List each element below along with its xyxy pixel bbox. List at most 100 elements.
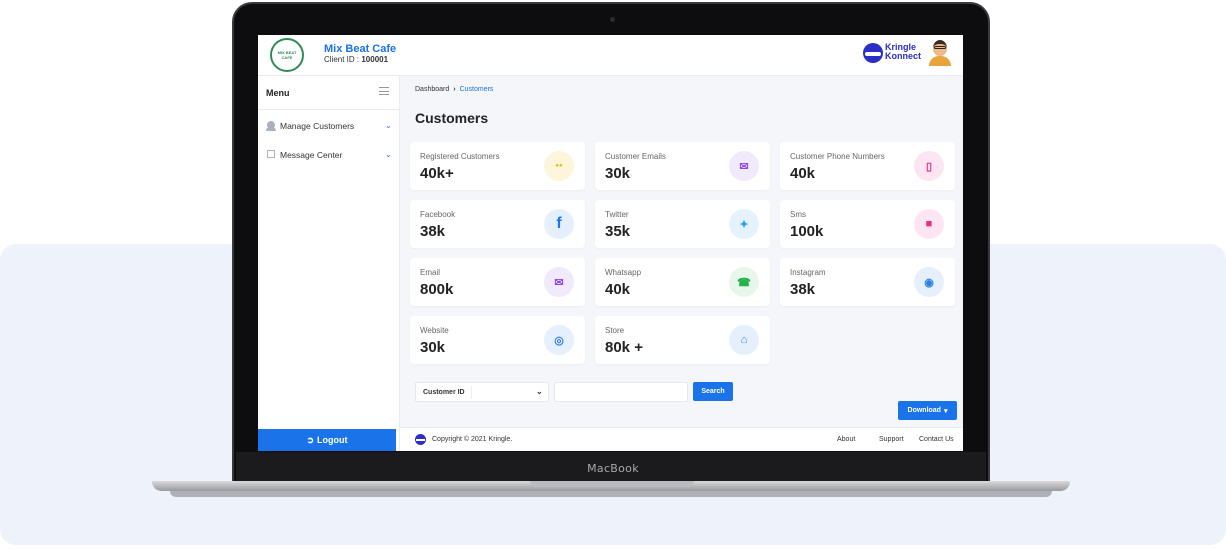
footer-link-support[interactable]: Support (879, 436, 904, 443)
stat-card-whatsapp[interactable]: Whatsapp 40k ☎ (595, 258, 770, 306)
footer-link-about[interactable]: About (837, 436, 856, 443)
footer: Copyright © 2021 Kringle. About Support … (400, 427, 963, 451)
stat-card-value: 38k (420, 223, 446, 240)
message-icon (267, 150, 275, 158)
kringle-konnect-logo-icon (863, 43, 883, 63)
avatar-body (929, 56, 951, 66)
sidebar-item-message-center[interactable]: Message Center ⌄ (258, 143, 400, 167)
stat-card-facebook[interactable]: Facebook 38k f (410, 200, 585, 248)
footer-logo-icon (415, 434, 426, 445)
top-bar: MIX BEAT CAFE Mix Beat Cafe Client ID : … (258, 35, 963, 76)
laptop-bezel (236, 452, 986, 482)
sidebar-item-label: Message Center (280, 150, 343, 160)
mail-icon: ✉ (729, 151, 759, 181)
client-id: Client ID : 100001 (324, 55, 388, 64)
stat-card-email[interactable]: Email 800k ✉ (410, 258, 585, 306)
breadcrumb-chevron-icon: › (453, 86, 456, 93)
kringle-konnect-logo-text: Kringle Konnect (885, 43, 921, 61)
sms-icon: ■ (914, 209, 944, 239)
users-icon: ●● (544, 151, 574, 181)
download-button[interactable]: Download ▾ (898, 401, 957, 420)
client-id-value: 100001 (361, 55, 389, 64)
stat-card-label: Sms (790, 210, 806, 219)
stat-card-label: Registered Customers (420, 152, 500, 161)
logout-icon: ➲ (306, 434, 315, 445)
twitter-icon: ✦ (729, 209, 759, 239)
stat-card-label: Customer Emails (605, 152, 666, 161)
stat-card-registered-customers[interactable]: Registered Customers 40k+ ●● (410, 142, 585, 190)
stat-card-store[interactable]: Store 80k + ⌂ (595, 316, 770, 364)
stat-card-twitter[interactable]: Twitter 35k ✦ (595, 200, 770, 248)
cafe-logo-line-1: MIX BEAT (277, 50, 297, 55)
menu-title: Menu (266, 88, 290, 98)
stat-card-label: Twitter (605, 210, 629, 219)
stat-card-value: 80k + (605, 339, 643, 356)
filter-select-value: Customer ID (423, 389, 465, 396)
stat-card-sms[interactable]: Sms 100k ■ (780, 200, 955, 248)
stat-card-value: 40k+ (420, 165, 454, 182)
stat-card-value: 100k (790, 223, 824, 240)
stat-card-value: 38k (790, 281, 816, 298)
stat-card-website[interactable]: Website 30k ◎ (410, 316, 585, 364)
main-content: Dashboard › Customers Customers Registered… (400, 76, 963, 451)
cafe-logo[interactable]: MIX BEAT CAFE (270, 38, 304, 72)
logout-button[interactable]: ➲ Logout (258, 429, 396, 451)
whatsapp-icon: ☎ (729, 267, 759, 297)
chevron-down-icon: ⌄ (385, 121, 392, 130)
page-title: Customers (415, 110, 489, 126)
user-avatar[interactable] (928, 40, 952, 66)
stat-card-customer-phone-numbers[interactable]: Customer Phone Numbers 40k ▯ (780, 142, 955, 190)
select-divider (471, 386, 472, 399)
logout-label: Logout (317, 435, 348, 445)
footer-link-contact[interactable]: Contact Us (919, 436, 954, 443)
stat-card-label: Whatsapp (605, 268, 642, 277)
stat-card-instagram[interactable]: Instagram 38k ◉ (780, 258, 955, 306)
stat-card-value: 800k (420, 281, 454, 298)
download-label: Download (907, 407, 941, 414)
app-screen: MIX BEAT CAFE Mix Beat Cafe Client ID : … (258, 35, 963, 451)
stat-card-label: Store (605, 326, 625, 335)
stat-card-label: Facebook (420, 210, 456, 219)
stat-card-label: Customer Phone Numbers (790, 152, 885, 161)
stat-card-label: Instagram (790, 268, 826, 277)
breadcrumb-dashboard[interactable]: Dashboard (415, 86, 450, 93)
stat-card-value: 40k (605, 281, 631, 298)
filter-select[interactable]: Customer ID ⌄ (415, 382, 549, 402)
chevron-down-icon: ⌄ (385, 150, 392, 159)
laptop-base-shadow (170, 491, 1052, 497)
stat-card-label: Email (420, 268, 441, 277)
search-button[interactable]: Search (693, 382, 733, 401)
search-input[interactable] (554, 382, 688, 402)
store-icon: ⌂ (729, 325, 759, 355)
caret-down-icon: ▾ (943, 407, 948, 415)
stat-card-value: 35k (605, 223, 631, 240)
facebook-icon: f (544, 209, 574, 239)
sidebar-menu-header: Menu (258, 76, 400, 110)
breadcrumb: Dashboard › Customers (415, 86, 493, 93)
avatar-glasses (934, 46, 946, 49)
camera-dot (610, 17, 615, 22)
sidebar-item-manage-customers[interactable]: Manage Customers ⌄ (258, 114, 400, 138)
chevron-down-icon: ⌄ (536, 387, 543, 396)
stat-card-label: Website (420, 326, 449, 335)
instagram-icon: ◉ (914, 267, 944, 297)
mail-icon: ✉ (544, 267, 574, 297)
phone-icon: ▯ (914, 151, 944, 181)
stat-card-value: 40k (790, 165, 816, 182)
stat-card-value: 30k (420, 339, 446, 356)
breadcrumb-current: Customers (459, 86, 494, 93)
cafe-logo-line-2: CAFE (281, 55, 293, 60)
sidebar-item-label: Manage Customers (280, 121, 355, 131)
laptop-base-notch (530, 481, 694, 487)
copyright-text: Copyright © 2021 Kringle. (432, 436, 513, 443)
globe-icon: ◎ (544, 325, 574, 355)
user-icon (266, 121, 276, 131)
stat-card-customer-emails[interactable]: Customer Emails 30k ✉ (595, 142, 770, 190)
sidebar: Menu Manage Customers ⌄ Message Center ⌄… (258, 76, 400, 451)
cafe-name: Mix Beat Cafe (324, 43, 397, 55)
partner-logo-line-2: Konnect (885, 51, 921, 61)
hamburger-menu-icon[interactable] (379, 87, 389, 95)
client-id-label: Client ID : (324, 55, 360, 64)
stat-card-value: 30k (605, 165, 631, 182)
